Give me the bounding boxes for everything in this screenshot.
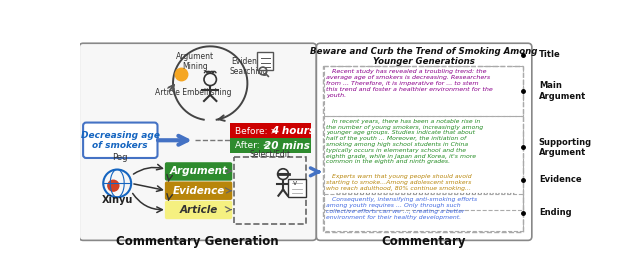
FancyBboxPatch shape bbox=[230, 123, 311, 138]
Text: Article: Article bbox=[179, 205, 218, 215]
Text: Commentary Generation: Commentary Generation bbox=[116, 235, 279, 248]
FancyBboxPatch shape bbox=[79, 43, 316, 240]
Text: Article Embellishing: Article Embellishing bbox=[155, 88, 232, 97]
Text: In recent years, there has been a notable rise in
the number of young smokers, i: In recent years, there has been a notabl… bbox=[326, 119, 484, 164]
Text: Experts warn that young people should avoid
starting to smoke...Among adolescent: Experts warn that young people should av… bbox=[326, 174, 472, 191]
Text: Ending: Ending bbox=[539, 208, 572, 217]
Text: Evidence
Searching: Evidence Searching bbox=[230, 57, 268, 76]
Text: 20 mins: 20 mins bbox=[264, 141, 310, 151]
FancyBboxPatch shape bbox=[165, 201, 232, 219]
FancyBboxPatch shape bbox=[230, 138, 311, 153]
Text: v: v bbox=[293, 180, 297, 186]
FancyBboxPatch shape bbox=[316, 43, 532, 240]
Text: Recent study has revealed a troubling trend: the
average age of smokers is decre: Recent study has revealed a troubling tr… bbox=[326, 70, 493, 98]
FancyBboxPatch shape bbox=[165, 162, 232, 181]
Text: Before: >: Before: > bbox=[235, 127, 281, 135]
Text: Select/Edit: Select/Edit bbox=[250, 150, 291, 159]
Circle shape bbox=[107, 179, 120, 192]
Text: Title: Title bbox=[539, 50, 561, 59]
Text: Evidence: Evidence bbox=[172, 186, 225, 196]
Text: 4 hours: 4 hours bbox=[271, 126, 316, 136]
Text: Beware and Curb the Trend of Smoking Among
Younger Generations: Beware and Curb the Trend of Smoking Amo… bbox=[310, 47, 538, 66]
Text: Argument
Mining: Argument Mining bbox=[175, 52, 214, 71]
FancyBboxPatch shape bbox=[83, 122, 157, 158]
FancyBboxPatch shape bbox=[289, 179, 305, 197]
Text: Supporting
Argument: Supporting Argument bbox=[539, 137, 592, 157]
Text: Main
Argument: Main Argument bbox=[539, 81, 586, 101]
Text: Consequently, intensifying anti-smoking efforts
among youth requires ... Only th: Consequently, intensifying anti-smoking … bbox=[326, 197, 477, 220]
Text: After: <: After: < bbox=[235, 141, 273, 150]
Text: Evidence: Evidence bbox=[539, 175, 581, 184]
FancyBboxPatch shape bbox=[257, 52, 273, 70]
Text: Argument: Argument bbox=[170, 166, 228, 176]
FancyBboxPatch shape bbox=[165, 181, 232, 200]
Text: Xinyu: Xinyu bbox=[102, 195, 133, 205]
Text: Peg: Peg bbox=[113, 153, 128, 163]
Text: Decreasing age
of smokers: Decreasing age of smokers bbox=[81, 130, 160, 150]
Text: Commentary: Commentary bbox=[382, 235, 467, 248]
